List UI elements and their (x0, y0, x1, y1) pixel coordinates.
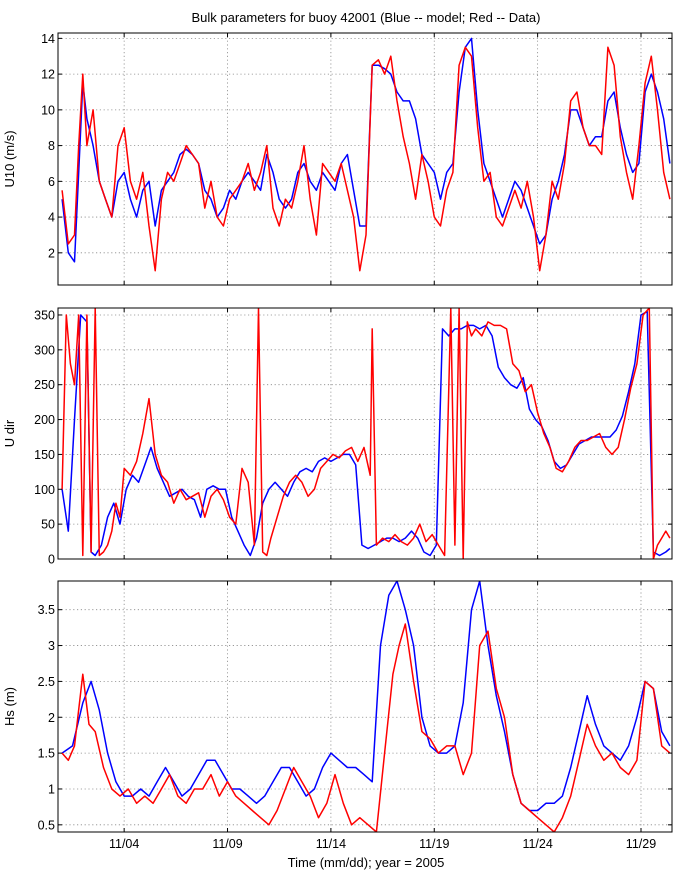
y-tick-label: 50 (41, 518, 55, 532)
y-tick-label: 2 (48, 246, 55, 260)
grid (58, 308, 672, 560)
y-tick-label: 12 (41, 68, 55, 82)
y-tick-label: 350 (34, 308, 55, 322)
x-tick-label: 11/29 (626, 837, 656, 851)
plot-frame (57, 32, 673, 286)
panel-wind-speed: 2 4 6 8 10 12 14 U10 (m/s) (2, 32, 673, 286)
grid (58, 581, 672, 832)
x-axis-label: Time (mm/dd); year = 2005 (288, 855, 445, 870)
y-axis-label: Hs (m) (2, 687, 17, 726)
chart-title: Bulk parameters for buoy 42001 (Blue -- … (192, 10, 541, 25)
x-tick-label: 11/04 (109, 837, 139, 851)
y-axis-label: U10 (m/s) (2, 130, 17, 187)
series-line-data (61, 46, 671, 272)
y-tick-label: 2.5 (38, 675, 55, 689)
y-tick-label: 4 (48, 211, 55, 225)
x-tick-label: 11/14 (316, 837, 346, 851)
plot-frame (57, 580, 673, 833)
y-tick-label: 200 (34, 413, 55, 427)
y-axis-label: U dir (2, 419, 17, 447)
y-tick-label: 250 (34, 378, 55, 392)
y-tick-label: 3 (48, 639, 55, 653)
series-line-data (61, 623, 671, 832)
y-tick-label: 14 (41, 32, 55, 46)
y-tick-label: 1.5 (38, 747, 55, 761)
y-tick-label: 0 (48, 553, 55, 567)
plot-frame (57, 307, 673, 560)
x-tick-label: 11/19 (419, 837, 449, 851)
y-tick-label: 0.5 (38, 818, 55, 832)
panel-wind-direction: 0 50 100 150 200 250 300 350 U dir (2, 307, 673, 567)
y-tick-label: 300 (34, 343, 55, 357)
y-tick-label: 150 (34, 448, 55, 462)
series-line-model (61, 581, 671, 812)
panel-wave-height: 0.5 1 1.5 2 2.5 3 3.5 11/04 11/09 11/14 11/19 11/24… (2, 580, 673, 851)
grid (58, 33, 672, 285)
x-tick-label: 11/24 (522, 837, 552, 851)
series-line-data (61, 308, 671, 559)
y-tick-label: 1 (48, 782, 55, 796)
y-tick-label: 100 (34, 483, 55, 497)
y-tick-label: 3.5 (38, 603, 55, 617)
x-tick-label: 11/09 (212, 837, 242, 851)
y-tick-label: 2 (48, 711, 55, 725)
y-tick-label: 8 (48, 139, 55, 153)
y-tick-label: 10 (41, 103, 55, 117)
y-tick-label: 6 (48, 175, 55, 189)
